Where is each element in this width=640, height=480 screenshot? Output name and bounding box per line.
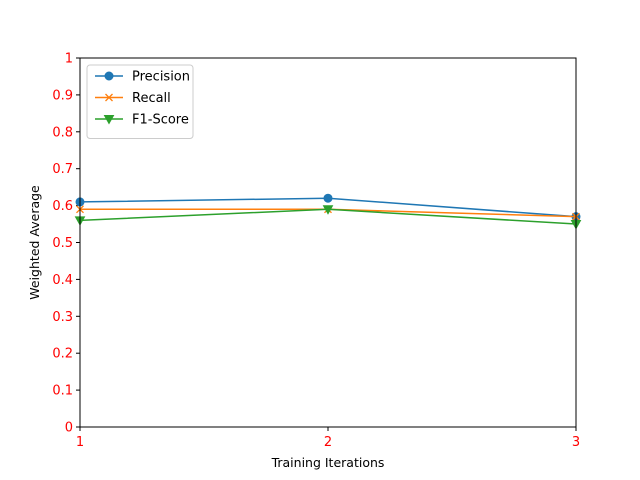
data-point-precision xyxy=(323,193,333,203)
y-tick-label: 0 xyxy=(65,421,73,436)
x-marker-stroke xyxy=(105,93,113,102)
x-axis-title: Training Iterations xyxy=(271,455,385,470)
x-tick-label: 1 xyxy=(76,435,84,450)
y-tick-label: 0.8 xyxy=(52,125,73,140)
legend-marker-recall xyxy=(105,93,113,102)
x-tick-label: 2 xyxy=(324,435,332,450)
x-axis-ticks: 1 2 3 xyxy=(76,427,580,450)
legend: Precision Recall F1-Score xyxy=(86,64,194,139)
legend-marker-f1-score xyxy=(103,115,115,125)
y-tick-label: 0.6 xyxy=(52,199,73,214)
y-tick-label: 1 xyxy=(65,52,73,67)
series-layer xyxy=(74,193,582,230)
legend-box xyxy=(86,64,194,139)
legend-marker-precision xyxy=(104,71,114,81)
legend-label-f1-score: F1-Score xyxy=(132,113,189,128)
data-point-f1-score xyxy=(322,205,334,215)
y-tick-label: 0.9 xyxy=(52,88,73,103)
y-axis-title: Weighted Average xyxy=(27,185,42,300)
y-tick-label: 0.5 xyxy=(52,236,73,251)
axes-frame xyxy=(79,57,577,428)
y-tick-label: 0.2 xyxy=(52,347,73,362)
y-tick-label: 0.4 xyxy=(52,273,73,288)
legend-label-recall: Recall xyxy=(132,91,171,106)
y-axis-ticks: 0 0.1 0.2 0.3 0.4 0.5 0.6 0.7 0.8 0.9 1 xyxy=(52,52,80,436)
y-tick-label: 0.3 xyxy=(52,310,73,325)
legend-label-precision: Precision xyxy=(132,70,190,85)
y-tick-label: 0.7 xyxy=(52,162,73,177)
y-tick-label: 0.1 xyxy=(52,384,73,399)
x-tick-label: 3 xyxy=(572,435,580,450)
